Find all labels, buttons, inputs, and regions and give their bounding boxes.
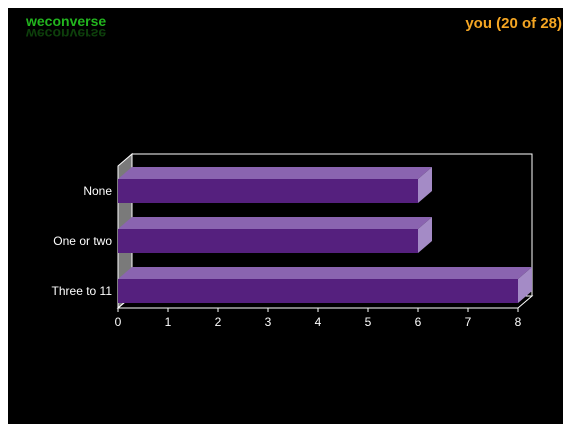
bar-side: [418, 217, 432, 253]
x-tick-label: 7: [465, 315, 472, 329]
bar-front: [118, 229, 418, 253]
bar-top: [118, 217, 432, 229]
bar-chart: None One or two Three to 11 0 1 2 3 4 5 6 7 8: [52, 152, 534, 329]
brand-logo: weconverse weconverse: [26, 14, 106, 42]
category-label: Three to 11: [52, 284, 113, 298]
bar-side: [418, 167, 432, 203]
bar-1: [118, 167, 432, 203]
brand-name: weconverse: [26, 13, 107, 29]
x-tick-label: 1: [165, 315, 172, 329]
bar-side: [518, 267, 532, 303]
x-tick-label: 3: [265, 315, 272, 329]
x-tick-label: 2: [215, 315, 222, 329]
bar-3: [118, 267, 532, 303]
x-tick-label: 0: [115, 315, 122, 329]
bar-top: [118, 267, 532, 279]
x-tick-label: 6: [415, 315, 422, 329]
x-tick-label: 4: [315, 315, 322, 329]
bar-top: [118, 167, 432, 179]
category-label: One or two: [53, 234, 112, 248]
bar-2: [118, 217, 432, 253]
bar-front: [118, 279, 518, 303]
bar-front: [118, 179, 418, 203]
x-tick-label: 5: [365, 315, 372, 329]
survey-panel: weconverse weconverse you (20 of 28) Non…: [8, 8, 563, 424]
category-label: None: [83, 184, 112, 198]
question-counter: you (20 of 28): [465, 15, 562, 32]
x-tick-label: 8: [515, 315, 522, 329]
